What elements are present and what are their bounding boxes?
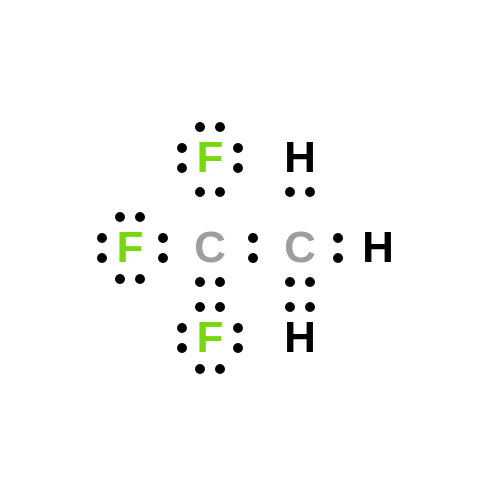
electron-dot — [215, 302, 225, 312]
electron-dot — [177, 323, 187, 333]
electron-dot — [97, 233, 107, 243]
atom-H-top: H — [284, 136, 316, 180]
electron-dot — [158, 233, 168, 243]
electron-dot — [177, 163, 187, 173]
electron-dot — [135, 212, 145, 222]
electron-dot — [195, 277, 205, 287]
atom-F-left: F — [117, 226, 144, 270]
atom-C-right: C — [284, 226, 316, 270]
electron-dot — [177, 343, 187, 353]
electron-dot — [305, 277, 315, 287]
electron-dot — [233, 143, 243, 153]
atom-H-bottom: H — [284, 316, 316, 360]
electron-dot — [333, 253, 343, 263]
electron-dot — [305, 187, 315, 197]
electron-dot — [215, 364, 225, 374]
electron-dot — [248, 253, 258, 263]
electron-dot — [233, 343, 243, 353]
electron-dot — [158, 253, 168, 263]
electron-dot — [195, 187, 205, 197]
electron-dot — [97, 253, 107, 263]
electron-dot — [285, 277, 295, 287]
atom-F-top: F — [197, 136, 224, 180]
electron-dot — [135, 274, 145, 284]
atom-F-bottom: F — [197, 316, 224, 360]
electron-dot — [285, 302, 295, 312]
electron-dot — [195, 122, 205, 132]
electron-dot — [248, 233, 258, 243]
electron-dot — [215, 122, 225, 132]
electron-dot — [215, 187, 225, 197]
atom-H-right: H — [362, 226, 394, 270]
electron-dot — [333, 233, 343, 243]
electron-dot — [177, 143, 187, 153]
electron-dot — [215, 277, 225, 287]
electron-dot — [115, 212, 125, 222]
electron-dot — [195, 364, 205, 374]
atom-C-left: C — [194, 226, 226, 270]
electron-dot — [115, 274, 125, 284]
electron-dot — [305, 302, 315, 312]
electron-dot — [285, 187, 295, 197]
electron-dot — [195, 302, 205, 312]
electron-dot — [233, 163, 243, 173]
electron-dot — [233, 323, 243, 333]
